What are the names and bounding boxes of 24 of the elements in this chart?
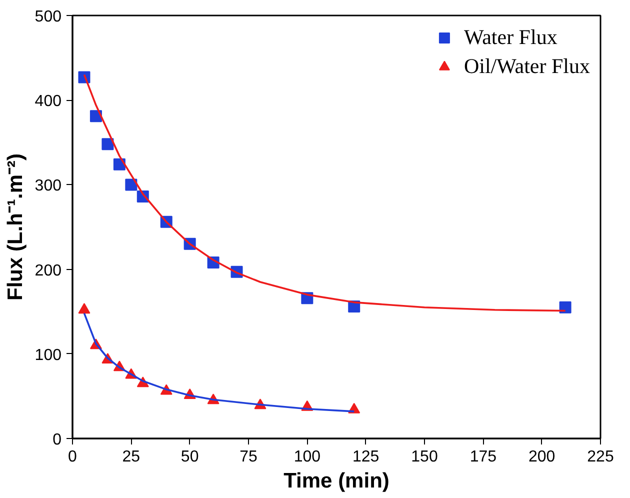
x-tick-label: 200 <box>528 448 556 466</box>
legend-label: Water Flux <box>464 25 558 50</box>
point <box>559 301 572 314</box>
x-tick-label: 175 <box>470 448 497 466</box>
x-tick-label: 125 <box>352 448 380 466</box>
x-tick-label: 25 <box>122 448 140 466</box>
point <box>102 138 114 150</box>
x-tick-label: 0 <box>68 448 78 466</box>
y-tick-label: 500 <box>34 8 62 26</box>
y-tick-label: 300 <box>34 178 62 195</box>
y-tick-label: 0 <box>52 432 62 448</box>
x-tick-label: 75 <box>240 448 258 466</box>
x-tick-label: 50 <box>180 448 199 466</box>
y-axis-title: Flux (L.h⁻¹.m⁻²) <box>4 154 27 300</box>
legend-label: Oil/Water Flux <box>464 54 590 79</box>
x-tick-label: 150 <box>411 448 438 466</box>
point <box>78 303 90 314</box>
y-tick-label: 400 <box>34 93 62 110</box>
x-tick-label: 225 <box>587 448 614 466</box>
y-tick-label: 200 <box>34 262 62 280</box>
y-tick-label: 100 <box>34 346 62 364</box>
point <box>125 178 138 191</box>
x-tick-label: 100 <box>294 448 321 466</box>
x-axis-title: Time (min) <box>284 470 390 492</box>
